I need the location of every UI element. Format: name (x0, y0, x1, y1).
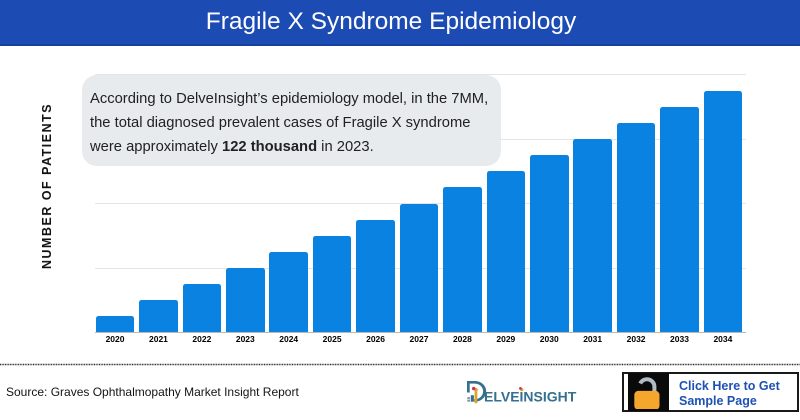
svg-text:ELVEINSIGHT: ELVEINSIGHT (484, 389, 577, 405)
